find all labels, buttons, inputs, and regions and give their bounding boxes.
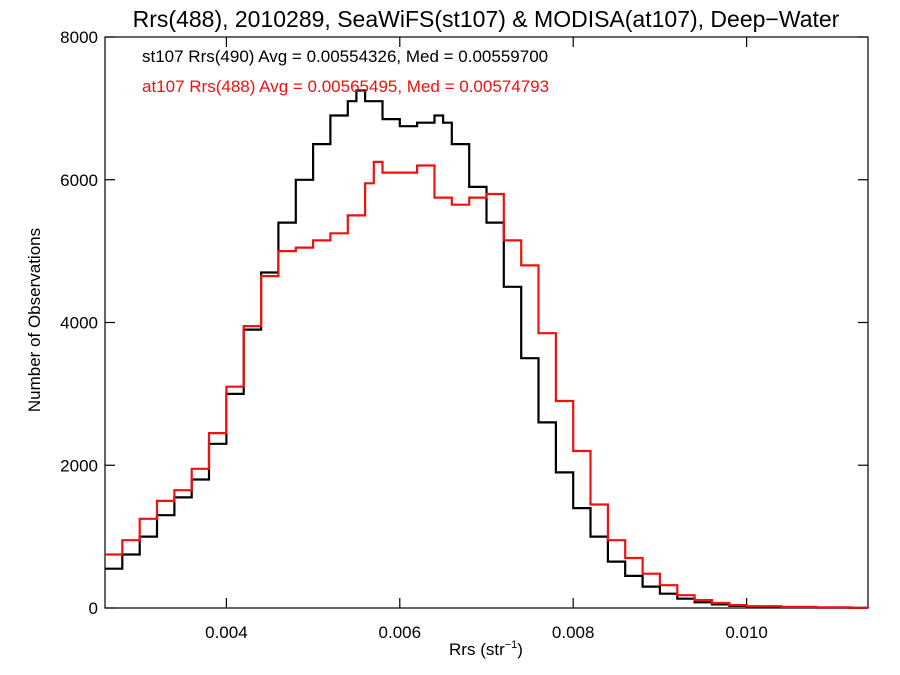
plot-border bbox=[104, 36, 869, 609]
series-st107-line bbox=[105, 89, 870, 609]
series-lines bbox=[105, 89, 870, 609]
y-axis-label: Number of Observations bbox=[25, 228, 44, 412]
y-tick-label: 2000 bbox=[60, 456, 98, 475]
series-at107-line bbox=[105, 160, 870, 609]
plot-frame bbox=[104, 36, 869, 609]
x-tick-label: 0.004 bbox=[205, 623, 248, 642]
x-axis-label: Rrs (str−1) bbox=[449, 639, 523, 659]
x-axis: 0.004 0.006 0.008 0.010 bbox=[205, 37, 768, 642]
chart-title: Rrs(488), 2010289, SeaWiFS(st107) & MODI… bbox=[133, 6, 840, 32]
x-tick-label: 0.010 bbox=[725, 623, 768, 642]
y-tick-label: 0 bbox=[89, 599, 98, 618]
x-tick-label: 0.008 bbox=[552, 623, 595, 642]
x-tick-label: 0.006 bbox=[379, 623, 422, 642]
y-tick-label: 4000 bbox=[60, 314, 98, 333]
legend-entry-st107: st107 Rrs(490) Avg = 0.00554326, Med = 0… bbox=[142, 47, 548, 66]
y-tick-label: 8000 bbox=[60, 28, 98, 47]
y-axis: 0 2000 4000 6000 8000 bbox=[60, 28, 868, 618]
y-tick-label: 6000 bbox=[60, 171, 98, 190]
legend-entry-at107: at107 Rrs(488) Avg = 0.00565495, Med = 0… bbox=[142, 77, 549, 96]
x-axis-label-superscript: −1 bbox=[505, 639, 518, 651]
